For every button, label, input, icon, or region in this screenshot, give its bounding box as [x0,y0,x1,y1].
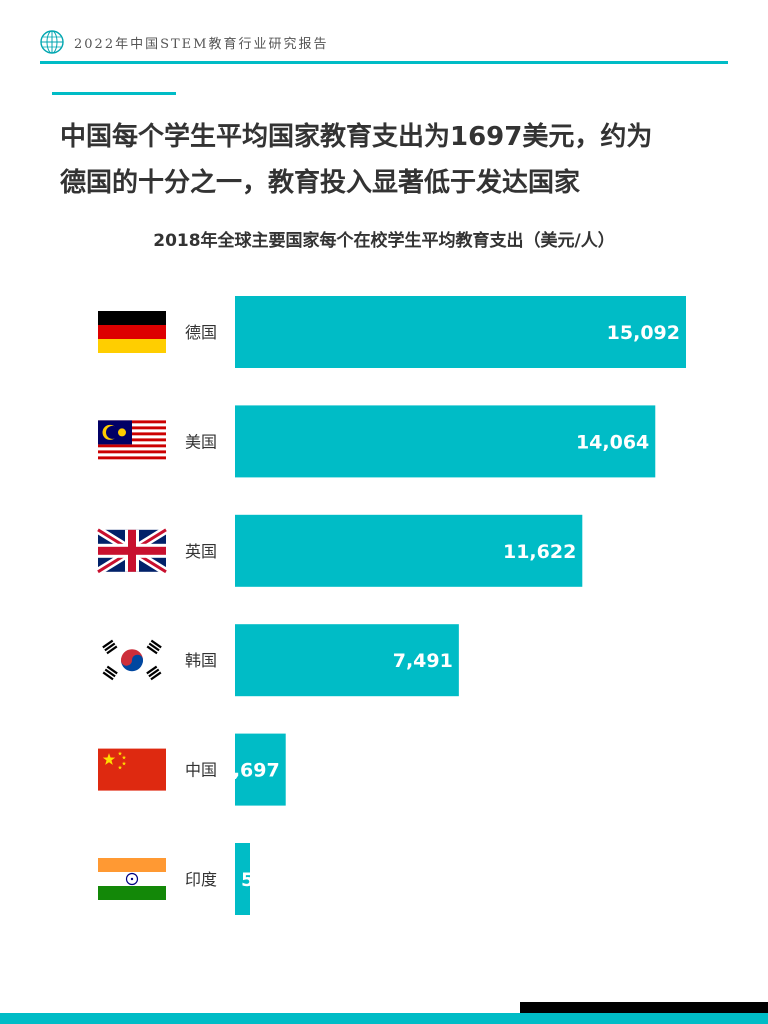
bar [235,733,286,806]
header-divider [40,61,728,64]
bar [235,514,583,587]
category-label: 美国 [185,432,217,451]
bar [235,296,686,368]
category-label: 德国 [185,323,217,342]
value-label: 1,697 [220,760,280,782]
value-label: 5 [241,869,254,891]
category-label: 英国 [185,542,217,561]
korea-flag-icon [98,639,166,682]
headline-line-2: 德国的十分之一，教育投入显著低于发达国家 [60,168,581,198]
value-label: 15,092 [607,322,680,344]
germany-flag-icon [98,311,166,353]
value-label: 7,491 [393,650,453,672]
category-label: 韩国 [185,651,217,670]
report-title: 2022年中国STEM教育行业研究报告 [74,37,329,52]
value-label: 14,064 [576,431,649,453]
headline: 中国每个学生平均国家教育支出为1697美元，约为 德国的十分之一，教育投入显著低… [60,114,740,206]
bar [235,405,656,478]
headline-accent-line [52,92,176,95]
category-label: 印度 [185,870,217,889]
footer-black-bar [520,1002,768,1014]
headline-line-1: 中国每个学生平均国家教育支出为1697美元，约为 [60,122,653,152]
bar [235,843,250,915]
india-flag-icon [98,858,166,900]
globe-logo-icon [40,30,64,54]
china-flag-icon [98,748,166,791]
category-label: 中国 [185,761,217,780]
footer-teal-bar [0,1013,768,1024]
report-header: 2022年中国STEM教育行业研究报告 [40,30,728,62]
bar [235,624,459,697]
uk-flag-icon [95,526,169,576]
chart-title: 2018年全球主要国家每个在校学生平均教育支出（美元/人） [153,231,615,251]
value-label: 11,622 [503,541,576,563]
malaysia-flag-icon [98,420,166,463]
